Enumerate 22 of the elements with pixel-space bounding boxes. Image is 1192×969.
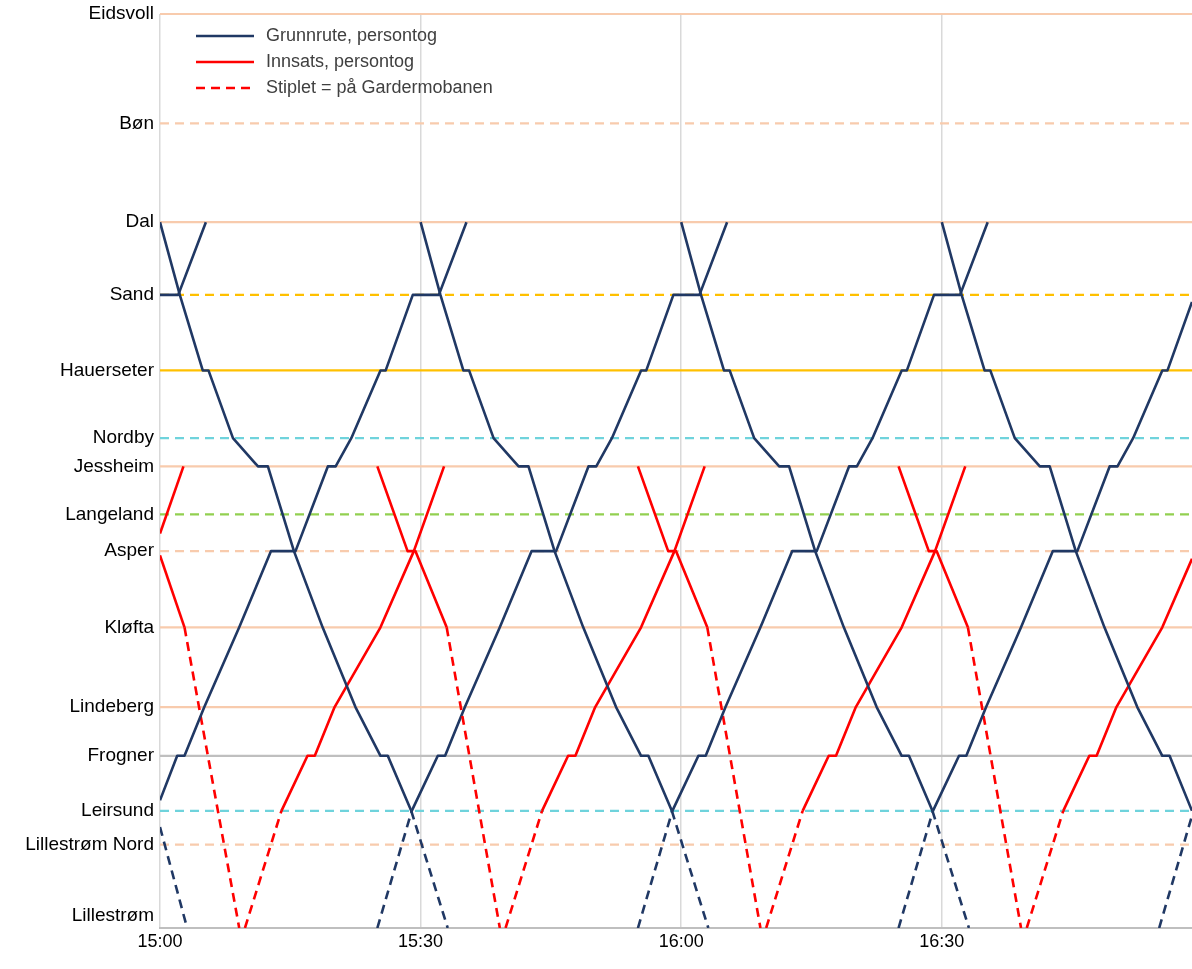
x-tick-label: 15:30 bbox=[398, 930, 444, 951]
ref-line-label: Bøn bbox=[119, 111, 154, 133]
ref-line-label: Asper bbox=[104, 539, 155, 561]
ref-line-label: Langeland bbox=[65, 502, 154, 524]
ref-line-label: Sand bbox=[109, 283, 154, 305]
ref-line-label: Nordby bbox=[92, 426, 155, 448]
x-tick-label: 16:30 bbox=[919, 930, 965, 951]
legend-label: Grunnrute, persontog bbox=[266, 24, 438, 45]
ref-line-label: Frogner bbox=[87, 744, 155, 766]
x-tick-label: 15:00 bbox=[137, 930, 183, 951]
text: Lillestrøm bbox=[71, 904, 154, 926]
ref-line-label: Dal bbox=[125, 210, 154, 232]
ref-line-label: Hauerseter bbox=[60, 358, 155, 380]
x-tick-label: 16:00 bbox=[658, 930, 704, 951]
ref-line-label: Kløfta bbox=[104, 615, 155, 637]
ref-line-label: Lindeberg bbox=[69, 695, 154, 717]
ref-line-label: Eidsvoll bbox=[88, 2, 154, 24]
legend-label: Innsats, persontog bbox=[266, 50, 415, 71]
ref-line-label: Leirsund bbox=[81, 799, 154, 821]
ref-line-label: Jessheim bbox=[73, 454, 154, 476]
ref-line-label: Lillestrøm Nord bbox=[25, 832, 154, 854]
legend-label: Stiplet = på Gardermobanen bbox=[266, 76, 493, 97]
